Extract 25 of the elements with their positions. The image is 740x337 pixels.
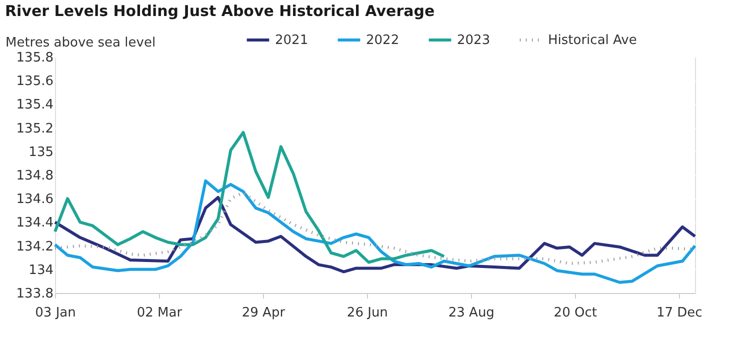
legend-label: 2022 <box>366 33 400 48</box>
x-tick-label: 26 Jun <box>346 306 388 320</box>
y-tick-label: 135.8 <box>16 50 54 66</box>
y-tick-label: 134.4 <box>16 216 54 231</box>
y-tick-label: 134.2 <box>16 239 54 254</box>
y-tick-label: 134 <box>28 262 54 278</box>
x-tick-label: 29 Apr <box>242 306 286 320</box>
y-tick-label: 135.6 <box>16 74 54 90</box>
y-tick-label: 135 <box>28 144 54 160</box>
y-axis-title: Metres above sea level <box>6 36 156 50</box>
y-tick-label: 135.2 <box>16 121 54 136</box>
x-tick-label: 23 Aug <box>448 306 494 320</box>
x-tick-label: 03 Jan <box>35 306 76 320</box>
y-tick-label: 134.8 <box>16 168 54 184</box>
y-tick-label: 135.4 <box>16 98 54 113</box>
x-tick-label: 20 Oct <box>554 306 597 320</box>
chart-title: River Levels Holding Just Above Historical Average <box>5 2 435 20</box>
x-tick-label: 02 Mar <box>136 306 183 320</box>
legend-label: Historical Ave <box>548 33 637 48</box>
y-tick-label: 133.8 <box>16 286 54 302</box>
y-tick-label: 134.6 <box>16 192 54 208</box>
legend-label: 2023 <box>457 33 490 48</box>
legend-label: 2021 <box>275 33 308 48</box>
x-tick-label: 17 Dec <box>656 306 702 320</box>
line-series <box>54 131 446 264</box>
